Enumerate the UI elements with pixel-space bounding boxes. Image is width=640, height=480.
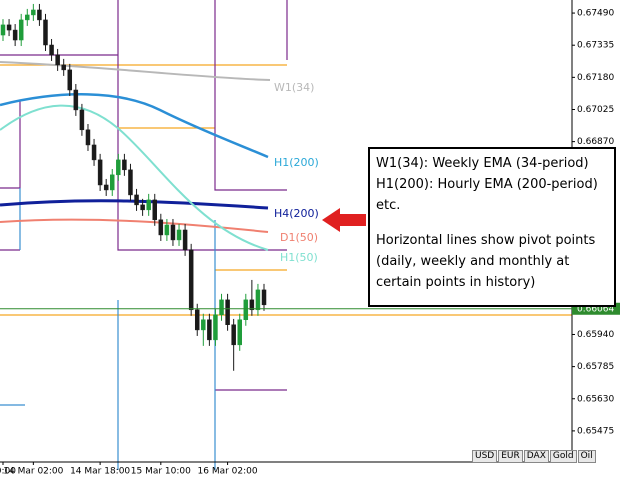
- candle-body: [243, 299, 249, 321]
- x-tick-label: 14 Mar 02:00: [3, 467, 63, 477]
- symbol-toolbar: USD EUR DAX Gold Oil: [472, 450, 596, 463]
- y-tick-label: 0.67180: [577, 73, 614, 83]
- candle-body: [146, 199, 151, 211]
- candle-body: [0, 24, 6, 36]
- candle-body: [103, 184, 109, 191]
- candle-body: [116, 159, 121, 176]
- note-line: Horizontal lines show pivot points: [376, 233, 596, 248]
- candle-body: [152, 199, 157, 221]
- candle-body: [31, 9, 36, 16]
- x-tick-label: 10:00: [0, 467, 16, 477]
- candle-body: [261, 289, 267, 306]
- candle-body: [231, 324, 236, 346]
- note-line: certain points in history): [376, 275, 536, 290]
- ema-lines: [0, 61, 271, 251]
- candle-body: [61, 64, 66, 71]
- candle-body: [85, 129, 91, 146]
- candle-body: [182, 229, 188, 251]
- candle-body: [255, 289, 261, 311]
- candle-body: [134, 194, 139, 206]
- y-tick-label: 0.67490: [577, 9, 614, 19]
- candle-body: [91, 144, 97, 161]
- candle-body: [55, 54, 60, 66]
- candle-body: [176, 229, 182, 241]
- y-tick-label: 0.65475: [577, 426, 614, 436]
- candle-body: [201, 319, 206, 331]
- candle-body: [110, 174, 115, 191]
- candle-body: [97, 159, 103, 186]
- x-tick-label: 14 Mar 18:00: [70, 467, 130, 477]
- y-tick-label: 0.66870: [577, 137, 614, 147]
- candle-body: [170, 224, 176, 241]
- symbol-button[interactable]: EUR: [498, 450, 523, 463]
- note-line: etc.: [376, 198, 401, 213]
- y-tick-label: 0.65785: [577, 362, 614, 372]
- x-tick-label: 16 Mar 02:00: [198, 467, 258, 477]
- candle-body: [6, 24, 12, 31]
- candle-body: [12, 29, 18, 41]
- candle-body: [158, 219, 164, 236]
- annotation-box: W1(34): Weekly EMA (34-period) H1(200): …: [368, 147, 616, 307]
- candle-body: [207, 319, 212, 341]
- ema-label: H1(200): [274, 156, 319, 169]
- candle-body: [225, 299, 230, 325]
- candle-body: [73, 89, 79, 111]
- symbol-button[interactable]: Oil: [577, 450, 596, 463]
- arrow: [322, 208, 366, 232]
- note-line: (daily, weekly and monthly at: [376, 254, 570, 269]
- candle-body: [194, 309, 200, 331]
- y-tick-label: 0.65940: [577, 330, 614, 340]
- current-price-label: 0.66064: [577, 304, 614, 314]
- candle-body: [67, 69, 73, 91]
- note-line: W1(34): Weekly EMA (34-period): [376, 156, 589, 171]
- candle-body: [25, 14, 30, 21]
- candle-body: [164, 224, 170, 236]
- y-tick-label: 0.67025: [577, 105, 614, 115]
- ema-label: H1(50): [280, 251, 318, 264]
- note-line: H1(200): Hourly EMA (200-period): [376, 177, 598, 192]
- candle-body: [219, 299, 224, 316]
- x-tick-label: 15 Mar 10:00: [131, 467, 191, 477]
- candle-body: [237, 319, 242, 346]
- candle-body: [213, 314, 218, 341]
- candle-body: [37, 9, 42, 21]
- candle-body: [79, 109, 85, 131]
- candle-body: [249, 299, 255, 311]
- y-tick-label: 0.65630: [577, 394, 614, 404]
- y-tick-label: 0.67335: [577, 41, 614, 51]
- candle-body: [49, 44, 54, 56]
- candle-body: [18, 19, 24, 41]
- ema-label: W1(34): [274, 81, 314, 94]
- ema-label: H4(200): [274, 207, 319, 220]
- candle-body: [43, 19, 48, 46]
- candle-body: [122, 159, 127, 171]
- candle-body: [188, 249, 194, 311]
- candle-body: [128, 169, 133, 196]
- candle-body: [140, 204, 145, 211]
- symbol-button[interactable]: Gold: [549, 450, 577, 463]
- ema-label: D1(50): [280, 231, 318, 244]
- symbol-button[interactable]: DAX: [523, 450, 549, 463]
- symbol-button[interactable]: USD: [472, 450, 498, 463]
